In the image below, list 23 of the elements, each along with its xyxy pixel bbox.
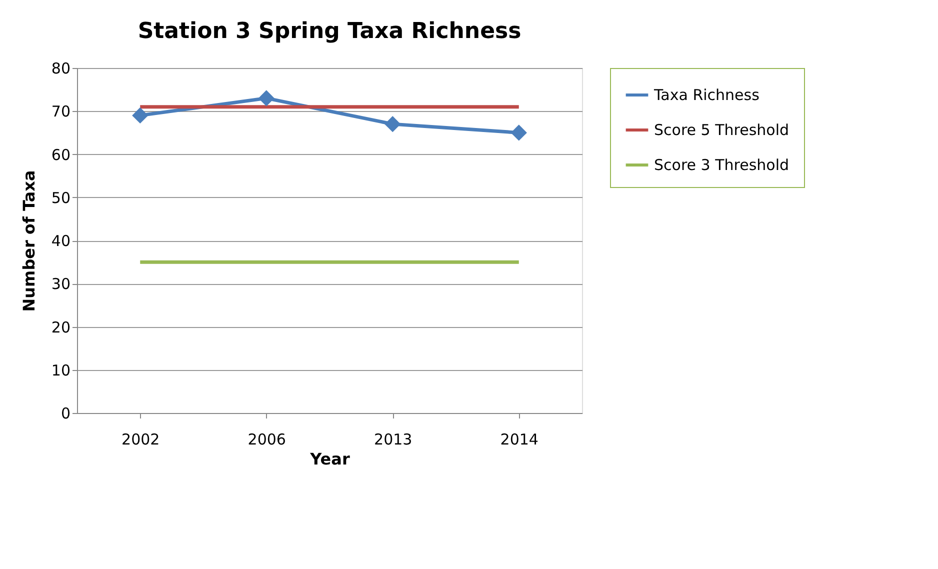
point	[510, 124, 527, 141]
x-tick-label: 2006	[248, 430, 286, 448]
chart-title: Station 3 Spring Taxa Richness	[138, 19, 522, 44]
legend-label: Taxa Richness	[653, 86, 760, 104]
y-tick-label: 30	[51, 275, 70, 294]
legend-label: Score 3 Threshold	[654, 156, 790, 174]
x-tick-label: 2014	[500, 430, 538, 448]
y-tick-label: 0	[60, 404, 70, 422]
y-tick-label: 60	[51, 146, 70, 164]
y-tick-label: 10	[51, 361, 70, 380]
x-axis-title: Year	[309, 450, 350, 468]
legend-label: Score 5 Threshold	[654, 121, 790, 139]
point	[132, 107, 148, 124]
y-axis-title: Number of Taxa	[19, 170, 38, 312]
y-tick-label: 50	[51, 188, 70, 207]
y-tick-label: 40	[51, 232, 70, 250]
y-tick-label: 20	[51, 318, 70, 336]
y-tick-label: 70	[51, 102, 70, 121]
y-tick-label: 80	[51, 60, 70, 78]
x-tick-label: 2013	[374, 430, 412, 448]
x-tick-label: 2002	[122, 430, 160, 448]
point	[384, 116, 401, 132]
point	[258, 90, 274, 106]
